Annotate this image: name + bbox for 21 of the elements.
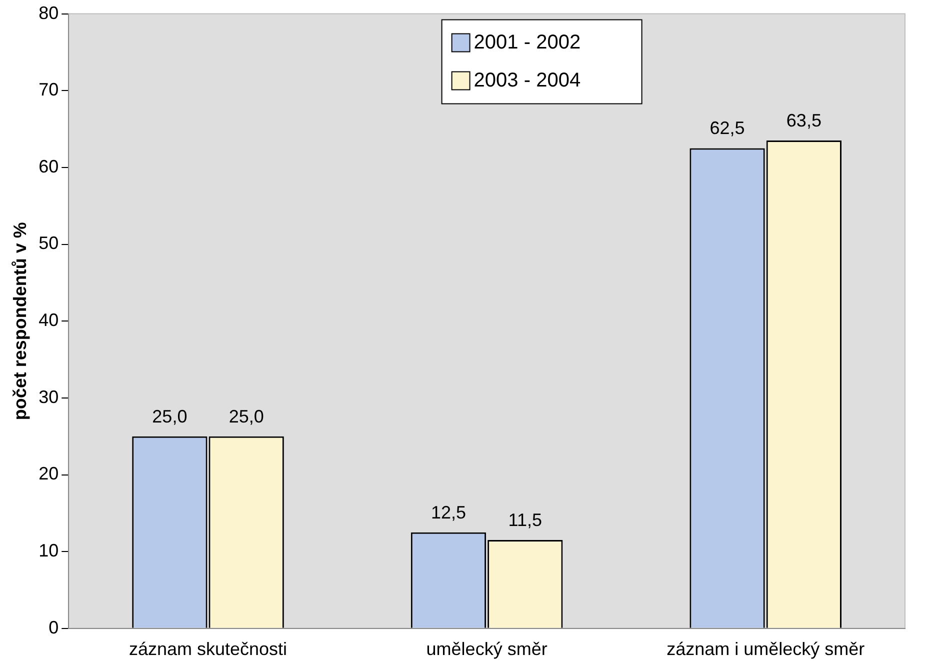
x-tick-label: záznam i umělecký směr xyxy=(666,639,865,660)
x-tick-label: umělecký směr xyxy=(426,639,548,660)
data-label: 12,5 xyxy=(430,502,466,522)
y-tick-label: 40 xyxy=(38,310,59,330)
y-tick-label: 70 xyxy=(38,80,59,100)
legend-label: 2001 - 2002 xyxy=(474,31,581,54)
legend-label: 2003 - 2004 xyxy=(474,69,581,92)
y-tick-label: 30 xyxy=(38,386,59,407)
y-axis-title: počet respondentů v % xyxy=(10,222,30,420)
x-tick-label: záznam skutečnosti xyxy=(128,639,288,660)
y-tick-label: 20 xyxy=(38,464,59,484)
y-tick-label: 50 xyxy=(38,233,59,254)
data-label: 11,5 xyxy=(508,510,542,530)
y-tick-label: 80 xyxy=(38,2,59,23)
data-label: 25,0 xyxy=(228,406,264,426)
data-label: 62,5 xyxy=(710,118,745,138)
y-tick-label: 10 xyxy=(38,540,59,561)
y-tick-label: 0 xyxy=(48,617,59,638)
data-label: 63,5 xyxy=(786,110,822,131)
data-label: 25,0 xyxy=(152,406,188,426)
y-tick-label: 60 xyxy=(38,156,59,176)
